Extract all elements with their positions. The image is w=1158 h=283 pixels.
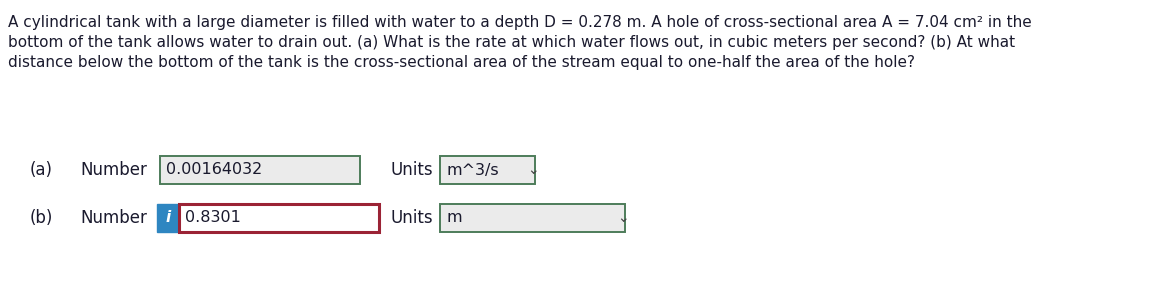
Bar [157, 204, 179, 232]
Bar [440, 204, 625, 232]
Text: Units: Units [390, 161, 433, 179]
Text: 0.00164032: 0.00164032 [166, 162, 262, 177]
Text: distance below the bottom of the tank is the cross-sectional area of the stream : distance below the bottom of the tank is… [8, 55, 915, 70]
Text: 0.8301: 0.8301 [185, 211, 241, 226]
Text: (b): (b) [30, 209, 53, 227]
Text: (a): (a) [30, 161, 53, 179]
Bar [179, 204, 379, 232]
Text: A cylindrical tank with a large diameter is filled with water to a depth D = 0.2: A cylindrical tank with a large diameter… [8, 15, 1032, 30]
Text: Number: Number [80, 209, 147, 227]
Text: m^3/s: m^3/s [446, 162, 499, 177]
Bar [160, 156, 360, 184]
Text: ⌄: ⌄ [527, 163, 538, 177]
Text: ⌄: ⌄ [617, 211, 629, 225]
Text: m: m [446, 211, 462, 226]
Text: bottom of the tank allows water to drain out. (a) What is the rate at which wate: bottom of the tank allows water to drain… [8, 35, 1016, 50]
Text: Units: Units [390, 209, 433, 227]
Bar [440, 156, 535, 184]
Text: Number: Number [80, 161, 147, 179]
Text: i: i [166, 211, 170, 226]
